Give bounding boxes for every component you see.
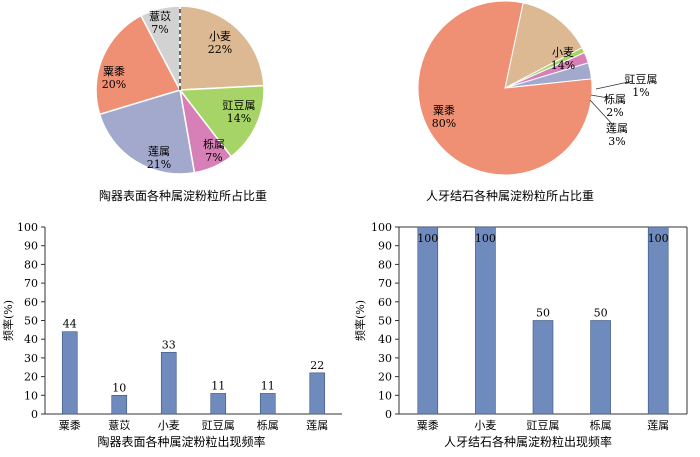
bar1-bar-2 xyxy=(160,351,177,415)
pie2-slice-0 xyxy=(504,2,583,89)
bar1-ytick-label-3: 30 xyxy=(24,352,38,365)
bar1-category-2: 小麦 xyxy=(158,419,180,432)
bar2-value-2: 50 xyxy=(536,307,550,320)
bar-chart-dental-frequency: 0 10 20 30 40 50 60 70 80 90 100 频率(%) 100 粟黍 100 小麦 50 豇… xyxy=(353,221,688,449)
bar1-ytick-label-5: 50 xyxy=(24,315,38,328)
pie2-label-0: 小麦 xyxy=(552,46,574,59)
bar2-ytick-label-2: 20 xyxy=(378,371,392,384)
bar1-category-5: 莲属 xyxy=(306,419,328,432)
pie1-pct-5: 7% xyxy=(151,23,168,36)
bar2-ytick-label-4: 40 xyxy=(378,333,392,346)
bar2-value-4: 100 xyxy=(648,232,669,245)
bar2-ytick-label-10: 100 xyxy=(371,221,392,234)
bar2-ytick-label-9: 90 xyxy=(378,240,392,253)
pie2-label-3: 莲属 xyxy=(606,122,628,135)
pie1-title: 陶器表面各种属淀粉粒所占比重 xyxy=(99,188,267,203)
pie2-label-1: 豇豆属 xyxy=(625,73,658,86)
pie1-label-4: 粟黍 xyxy=(103,65,125,78)
bar2-value-0: 100 xyxy=(417,232,438,245)
bar1-ylabel: 频率(%) xyxy=(1,300,15,341)
bar2-category-1: 小麦 xyxy=(474,419,496,432)
bar1-category-3: 豇豆属 xyxy=(202,419,235,432)
bar1-value-5: 22 xyxy=(310,359,324,372)
pie2-pct-3: 3% xyxy=(608,135,625,148)
pie2-pct-1: 1% xyxy=(632,86,649,99)
pie1-slice-0 xyxy=(179,5,265,91)
pie1-pct-3: 21% xyxy=(147,158,171,171)
bar2-bar-0 xyxy=(417,226,439,415)
pie1-pct-1: 14% xyxy=(227,112,251,125)
bar1-category-0: 粟黍 xyxy=(59,419,81,432)
bar2-value-1: 100 xyxy=(475,232,496,245)
bar1-title: 陶器表面各种属淀粉粒出现频率 xyxy=(97,434,265,449)
bar2-category-4: 莲属 xyxy=(647,419,669,432)
bar2-bar-4 xyxy=(647,226,669,415)
pie-chart-pottery: 小麦22%豇豆属14%栎属7%莲属21%粟黍20%薏苡7%陶器表面各种属淀粉粒所… xyxy=(95,5,267,203)
pie1-pct-2: 7% xyxy=(205,151,222,164)
bar2-bar-3 xyxy=(590,320,611,415)
pie1-pct-4: 20% xyxy=(102,78,126,91)
pie2-leader-2 xyxy=(590,94,609,99)
pie2-pct-4: 80% xyxy=(432,117,456,130)
bar2-ytick-label-3: 30 xyxy=(378,352,392,365)
pie1-label-5: 薏苡 xyxy=(149,9,171,23)
bar1-ytick-label-1: 10 xyxy=(24,389,38,402)
bar2-ytick-label-7: 70 xyxy=(378,277,392,290)
pie1-pct-0: 22% xyxy=(208,43,232,56)
bar1-category-1: 薏苡 xyxy=(108,418,130,432)
pie1-slice-4 xyxy=(95,14,182,116)
pie1-label-1: 豇豆属 xyxy=(223,99,256,112)
bar1-value-3: 11 xyxy=(211,379,225,392)
bar2-title: 人牙结石各种属淀粉粒出现频率 xyxy=(444,434,612,449)
bar1-bar-3 xyxy=(210,393,227,415)
bar2-ylabel: 频率(%) xyxy=(353,300,367,341)
pie1-slice-5 xyxy=(139,5,181,91)
bar2-ytick-label-5: 50 xyxy=(378,315,392,328)
pie1-slice-3 xyxy=(98,89,196,175)
bar1-ytick-label-4: 40 xyxy=(24,333,38,346)
bar1-ytick-label-10: 100 xyxy=(17,221,38,234)
bar1-ytick-label-2: 20 xyxy=(24,371,38,384)
pie2-title: 人牙结石各种属淀粉粒所占比重 xyxy=(426,188,594,203)
bar1-category-4: 栎属 xyxy=(257,419,279,432)
bar2-ytick-label-1: 10 xyxy=(378,389,392,402)
bar-chart-pottery-frequency: 0 10 20 30 40 50 60 70 80 90 100 频率(%) 44 粟黍 10 薏苡 33 小麦 1… xyxy=(1,221,342,449)
bar1-value-1: 10 xyxy=(112,381,126,394)
bar2-value-3: 50 xyxy=(594,307,608,320)
bar1-ytick-label-8: 80 xyxy=(24,258,38,271)
pie2-label-2: 栎属 xyxy=(604,93,626,106)
pie2-pct-2: 2% xyxy=(606,106,623,119)
bar2-category-3: 栎属 xyxy=(590,419,612,432)
bar1-ytick-label-0: 0 xyxy=(31,408,38,421)
pie1-label-3: 莲属 xyxy=(148,145,170,158)
pie1-label-0: 小麦 xyxy=(209,30,231,43)
pie2-label-4: 粟黍 xyxy=(433,104,455,117)
bar1-bar-4 xyxy=(259,393,276,415)
pie2-leader-3 xyxy=(589,99,614,126)
bar1-ytick-label-7: 70 xyxy=(24,277,38,290)
bar1-value-2: 33 xyxy=(162,338,176,351)
pie2-pct-0: 14% xyxy=(551,59,575,72)
pie1-label-2: 栎属 xyxy=(203,138,225,151)
bar1-ytick-label-9: 90 xyxy=(24,240,38,253)
bar2-bar-1 xyxy=(475,226,496,415)
pie2-leader-1 xyxy=(595,80,634,90)
bar1-bar-1 xyxy=(111,395,128,415)
bar2-category-0: 粟黍 xyxy=(417,419,439,432)
bar2-ytick-label-6: 60 xyxy=(378,296,392,309)
bar2-ytick-label-8: 80 xyxy=(378,258,392,271)
pie1-slice-1 xyxy=(178,84,265,158)
bar1-bar-0 xyxy=(61,331,78,415)
bar2-ytick-label-0: 0 xyxy=(385,408,392,421)
bar1-value-0: 44 xyxy=(63,318,77,331)
bar1-value-4: 11 xyxy=(261,379,275,392)
bar2-category-2: 豇豆属 xyxy=(527,419,560,432)
bar1-ytick-label-6: 60 xyxy=(24,296,38,309)
bar2-bar-2 xyxy=(532,320,554,415)
bar1-bar-5 xyxy=(309,372,326,415)
pie2-slice-4 xyxy=(417,0,593,176)
